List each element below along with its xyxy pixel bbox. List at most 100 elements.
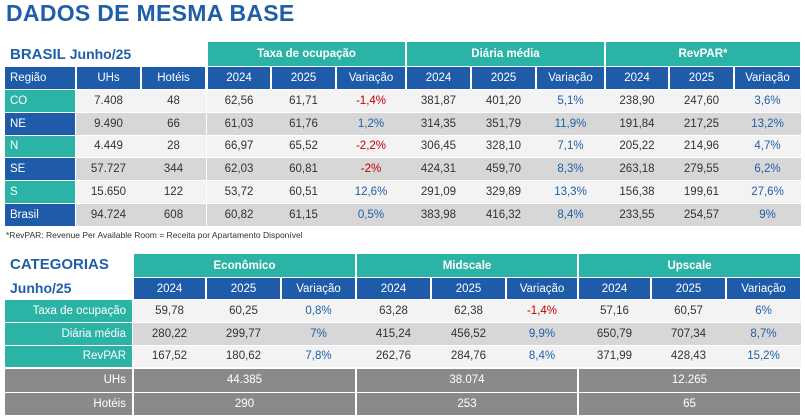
value-cell: 62,56	[207, 90, 271, 112]
variation-cell: 8,4%	[506, 345, 578, 368]
variation-cell: 11,9%	[536, 112, 605, 135]
column-header: Variação	[735, 67, 800, 89]
variation-cell: 4,7%	[734, 135, 801, 158]
column-header: 2024	[606, 67, 668, 89]
value-cell: 254,57	[669, 204, 734, 226]
value-cell: 262,76	[356, 345, 431, 368]
value-cell: 306,45	[406, 135, 471, 158]
value-cell: 62,03	[207, 158, 271, 181]
value-cell: 94.724	[76, 204, 141, 226]
value-cell: 291,09	[406, 181, 471, 203]
value-cell: 263,18	[605, 158, 669, 181]
total-label: UHs	[5, 369, 132, 392]
total-value: 44.385	[134, 369, 355, 392]
value-cell: 62,38	[431, 300, 506, 322]
variation-cell: 13,2%	[734, 112, 801, 135]
value-cell: 314,35	[406, 112, 471, 135]
variation-cell: 13,3%	[536, 181, 605, 203]
group-header: Taxa de ocupação	[208, 42, 405, 66]
column-header: 2025	[652, 278, 725, 299]
region-cell: CO	[5, 90, 75, 112]
column-header: Variação	[507, 278, 577, 299]
value-cell: 60,25	[206, 300, 281, 322]
value-cell: 383,98	[406, 204, 471, 226]
footnote: *RevPAR: Revenue Per Available Room = Re…	[6, 230, 303, 240]
column-header: 2025	[472, 67, 535, 89]
section-name: BRASIL	[10, 46, 66, 63]
total-value: 12.265	[579, 369, 800, 392]
group-header: Econômico	[134, 254, 355, 277]
variation-cell: 8,7%	[726, 322, 801, 345]
section-name: CATEGORIAS	[10, 256, 109, 273]
metric-cell: RevPAR	[5, 345, 132, 368]
value-cell: 214,96	[669, 135, 734, 158]
value-cell: 59,78	[133, 300, 206, 322]
variation-cell: 6%	[726, 300, 801, 322]
value-cell: 381,87	[406, 90, 471, 112]
value-cell: 707,34	[651, 322, 726, 345]
column-header: Variação	[337, 67, 405, 89]
column-header: Variação	[537, 67, 604, 89]
value-cell: 61,71	[271, 90, 336, 112]
column-header: Região	[5, 67, 75, 89]
value-cell: 351,79	[471, 112, 536, 135]
variation-cell: 0,8%	[281, 300, 356, 322]
variation-cell: 9,9%	[506, 322, 578, 345]
column-header: 2025	[432, 278, 505, 299]
value-cell: 608	[141, 204, 206, 226]
value-cell: 66,97	[207, 135, 271, 158]
value-cell: 401,20	[471, 90, 536, 112]
variation-cell: -1,4%	[506, 300, 578, 322]
value-cell: 205,22	[605, 135, 669, 158]
group-header: Midscale	[357, 254, 577, 277]
column-header: 2025	[207, 278, 280, 299]
value-cell: 61,15	[271, 204, 336, 226]
value-cell: 424,31	[406, 158, 471, 181]
column-header: 2025	[670, 67, 733, 89]
value-cell: 459,70	[471, 158, 536, 181]
variation-cell: 7,8%	[281, 345, 356, 368]
group-header: Upscale	[579, 254, 800, 277]
region-cell: NE	[5, 112, 75, 135]
value-cell: 279,55	[669, 158, 734, 181]
variation-cell: 9%	[734, 204, 801, 226]
total-value: 38.074	[357, 369, 577, 392]
variation-cell: 0,5%	[336, 204, 406, 226]
variation-cell: -1,4%	[336, 90, 406, 112]
value-cell: 4.449	[76, 135, 141, 158]
value-cell: 233,55	[605, 204, 669, 226]
value-cell: 48	[141, 90, 206, 112]
variation-cell: 7,1%	[536, 135, 605, 158]
variation-cell: 12,6%	[336, 181, 406, 203]
column-header: 2024	[134, 278, 205, 299]
metric-cell: Taxa de ocupação	[5, 300, 132, 322]
column-header: 2024	[407, 67, 470, 89]
value-cell: 28	[141, 135, 206, 158]
value-cell: 15.650	[76, 181, 141, 203]
value-cell: 199,61	[669, 181, 734, 203]
group-header: RevPAR*	[606, 42, 800, 66]
value-cell: 61,03	[207, 112, 271, 135]
region-cell: SE	[5, 158, 75, 181]
variation-cell: 1,2%	[336, 112, 406, 135]
value-cell: 180,62	[206, 345, 281, 368]
total-value: 290	[134, 392, 355, 415]
value-cell: 156,38	[605, 181, 669, 203]
value-cell: 60,57	[651, 300, 726, 322]
value-cell: 456,52	[431, 322, 506, 345]
region-cell: N	[5, 135, 75, 158]
section-period: Junho/25	[10, 280, 72, 296]
column-header: Hotéis	[142, 67, 205, 89]
region-cell: S	[5, 181, 75, 203]
value-cell: 328,10	[471, 135, 536, 158]
section-period: Junho/25	[69, 46, 132, 62]
variation-cell: 7%	[281, 322, 356, 345]
value-cell: 57.727	[76, 158, 141, 181]
value-cell: 60,82	[207, 204, 271, 226]
column-header: 2024	[208, 67, 270, 89]
value-cell: 371,99	[578, 345, 651, 368]
region-cell: Brasil	[5, 204, 75, 226]
total-label: Hotéis	[5, 392, 132, 415]
variation-cell: 3,6%	[734, 90, 801, 112]
